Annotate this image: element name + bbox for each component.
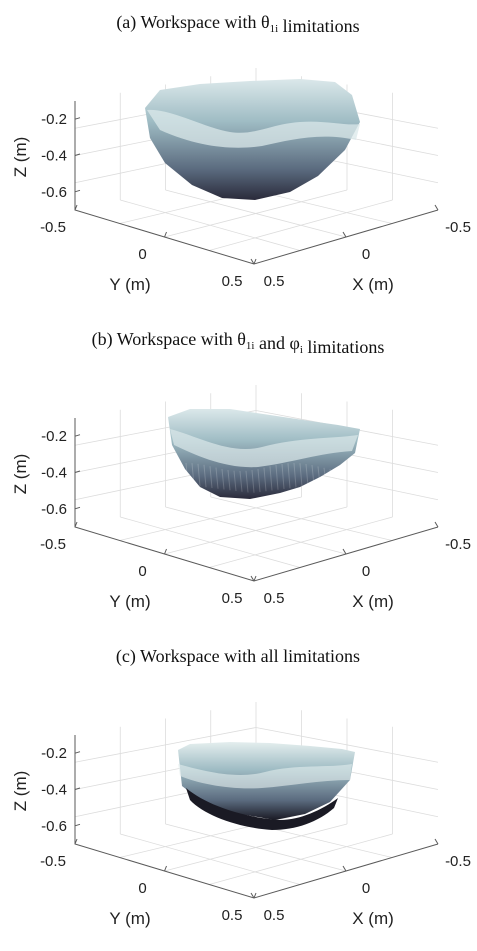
surface-lip	[147, 109, 360, 148]
workspace-surface	[168, 409, 360, 499]
x-tick-label: 0.5	[264, 590, 285, 607]
z-tick-label: -0.6	[41, 501, 67, 518]
tick-labels: -0.2 -0.4 -0.6 -0.5 0 0.5 0.5 0 -0.5	[40, 745, 471, 924]
z-tick-label: -0.2	[41, 428, 67, 445]
panel-c: (c) Workspace with all limitations -0.2 -0…	[0, 634, 477, 951]
chart-svg: (c) Workspace with all limitations-0.2-0…	[11, 646, 471, 928]
z-axis-label: Z (m)	[11, 137, 30, 178]
surface-lip	[170, 429, 358, 468]
tick-labels: -0.2 -0.4 -0.6 -0.5 0 0.5 0.5 0 -0.5	[40, 428, 471, 607]
x-tick-label: -0.5	[445, 536, 471, 553]
x-tick-label: 0.5	[264, 273, 285, 290]
x-tick-label: 0	[362, 563, 370, 580]
panel-a: (a) Workspace with θ1i limitations -0.2 -0…	[0, 0, 477, 317]
z-axis-label: Z (m)	[11, 454, 30, 495]
x-axis-label: X (m)	[352, 592, 394, 611]
chart-title: (c) Workspace with all limitations	[116, 646, 360, 667]
y-tick-label: 0	[138, 880, 146, 897]
x-axis-label: X (m)	[352, 909, 394, 928]
chart-svg: (a) Workspace with θ1i limitations-0.2-0…	[11, 12, 471, 294]
z-tick-label: -0.4	[41, 148, 67, 165]
y-tick-label: 0.5	[222, 590, 243, 607]
y-tick-label: -0.5	[40, 219, 66, 236]
surface-base	[186, 788, 338, 830]
y-tick-label: -0.5	[40, 536, 66, 553]
y-tick-label: 0	[138, 246, 146, 263]
z-tick-label: -0.2	[41, 111, 67, 128]
panel-b: (b) Workspace with θ1i and φi limitation…	[0, 317, 477, 634]
y-axis-label: Y (m)	[109, 275, 150, 294]
chart-title: (b) Workspace with θ1i and φi limitation…	[92, 329, 385, 357]
surface-lip	[178, 764, 352, 789]
y-tick-label: 0	[138, 563, 146, 580]
z-tick-label: -0.4	[41, 782, 67, 799]
x-tick-label: 0	[362, 246, 370, 263]
x-axis-label: X (m)	[352, 275, 394, 294]
z-tick-label: -0.4	[41, 465, 67, 482]
z-tick-label: -0.6	[41, 818, 67, 835]
y-axis-label: Y (m)	[109, 909, 150, 928]
workspace-surface	[145, 79, 360, 200]
tick-labels: -0.2 -0.4 -0.6 -0.5 0 0.5 0.5 0 -0.5	[40, 111, 471, 290]
z-tick-label: -0.6	[41, 184, 67, 201]
chart-svg: (b) Workspace with θ1i and φi limitation…	[11, 329, 471, 611]
z-axis-label: Z (m)	[11, 771, 30, 812]
chart-title: (a) Workspace with θ1i limitations	[116, 12, 359, 36]
y-axis-label: Y (m)	[109, 592, 150, 611]
workspace-surface	[178, 742, 355, 830]
y-tick-label: 0.5	[222, 273, 243, 290]
z-tick-label: -0.2	[41, 745, 67, 762]
x-tick-label: -0.5	[445, 219, 471, 236]
y-tick-label: -0.5	[40, 853, 66, 870]
x-tick-label: -0.5	[445, 853, 471, 870]
x-tick-label: 0	[362, 880, 370, 897]
x-tick-label: 0.5	[264, 907, 285, 924]
y-tick-label: 0.5	[222, 907, 243, 924]
